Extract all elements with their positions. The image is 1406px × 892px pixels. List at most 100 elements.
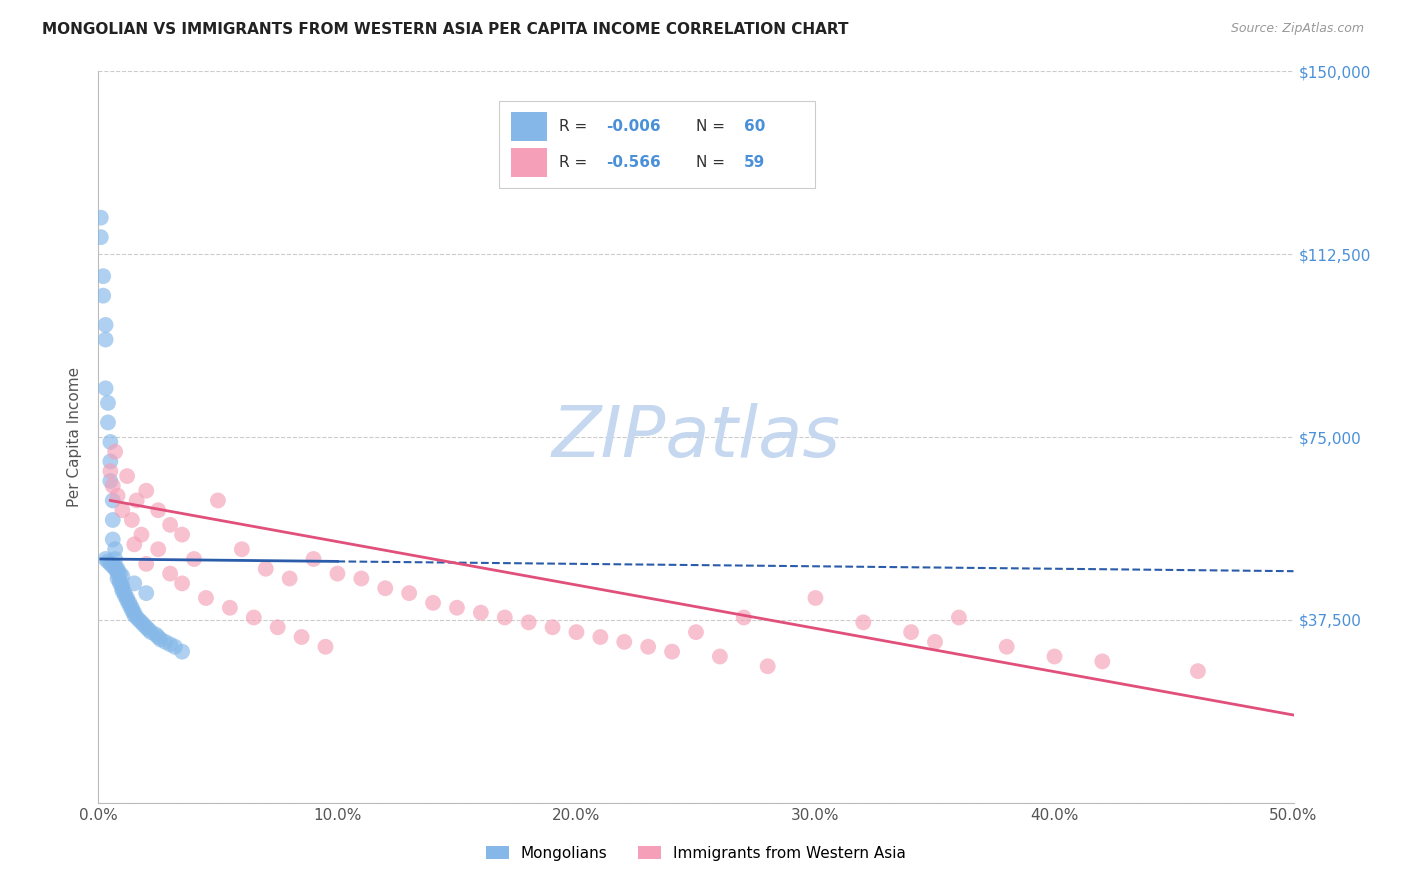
Point [589, 630, 612, 644]
Point [107, 572, 129, 586]
Text: R =: R = [558, 155, 592, 170]
Point [98, 557, 122, 571]
Point [104, 562, 127, 576]
Point [94, 318, 117, 332]
Point [148, 542, 170, 557]
FancyBboxPatch shape [499, 101, 815, 188]
Point [94, 381, 117, 395]
Point [756, 659, 779, 673]
Point [159, 566, 181, 581]
Point [98, 454, 122, 468]
Text: N =: N = [696, 155, 730, 170]
Point [104, 559, 127, 574]
Point [111, 503, 134, 517]
Point [494, 610, 516, 624]
Text: 59: 59 [744, 155, 765, 170]
Text: Source: ZipAtlas.com: Source: ZipAtlas.com [1230, 22, 1364, 36]
Text: R =: R = [558, 119, 592, 134]
Point [613, 635, 636, 649]
Point [900, 625, 922, 640]
Point [131, 615, 153, 630]
Point [685, 625, 707, 640]
Point [104, 444, 127, 458]
Text: ZIPatlas: ZIPatlas [551, 402, 841, 472]
Bar [510, 148, 547, 178]
Point [995, 640, 1018, 654]
Point [121, 603, 143, 617]
Point [101, 479, 124, 493]
Point [852, 615, 875, 630]
Point [1043, 649, 1066, 664]
Point [1091, 654, 1114, 668]
Point [139, 625, 162, 640]
Bar [510, 112, 547, 141]
Point [374, 581, 396, 595]
Point [101, 493, 124, 508]
Text: MONGOLIAN VS IMMIGRANTS FROM WESTERN ASIA PER CAPITA INCOME CORRELATION CHART: MONGOLIAN VS IMMIGRANTS FROM WESTERN ASI… [42, 22, 849, 37]
Point [398, 586, 420, 600]
Point [98, 434, 122, 449]
Point [135, 483, 157, 498]
Point [924, 635, 946, 649]
Point [111, 583, 134, 598]
Point [517, 615, 540, 630]
Point [446, 600, 468, 615]
Point [121, 600, 143, 615]
Text: -0.566: -0.566 [606, 155, 661, 170]
Point [422, 596, 444, 610]
Point [98, 464, 122, 478]
Point [125, 493, 148, 508]
Point [124, 608, 146, 623]
Point [709, 649, 731, 664]
Text: -0.006: -0.006 [606, 119, 661, 134]
Point [159, 637, 181, 651]
Point [326, 566, 349, 581]
Legend: Mongolians, Immigrants from Western Asia: Mongolians, Immigrants from Western Asia [478, 838, 914, 868]
Point [107, 564, 129, 578]
Point [948, 610, 970, 624]
Point [98, 474, 122, 488]
Point [125, 610, 148, 624]
Point [132, 617, 155, 632]
Point [115, 593, 138, 607]
Point [121, 513, 143, 527]
Point [350, 572, 373, 586]
Point [149, 632, 172, 647]
Point [138, 623, 160, 637]
Point [118, 596, 141, 610]
Point [254, 562, 277, 576]
Point [124, 576, 146, 591]
Text: 60: 60 [744, 119, 765, 134]
Point [267, 620, 290, 634]
Point [804, 591, 827, 605]
Point [315, 640, 337, 654]
Point [124, 537, 146, 551]
Point [111, 579, 134, 593]
Point [90, 230, 112, 244]
Point [124, 606, 146, 620]
Point [118, 599, 141, 613]
Point [145, 627, 167, 641]
Point [172, 576, 194, 591]
Point [101, 559, 124, 574]
Point [97, 396, 120, 410]
Point [108, 576, 131, 591]
Point [107, 489, 129, 503]
Point [135, 557, 157, 571]
Point [131, 527, 153, 541]
Point [135, 620, 157, 634]
Point [219, 600, 242, 615]
Point [94, 552, 117, 566]
Point [159, 517, 181, 532]
Point [104, 552, 127, 566]
Point [128, 613, 150, 627]
Point [108, 574, 131, 588]
Point [114, 589, 136, 603]
Point [135, 586, 157, 600]
Point [97, 554, 120, 568]
Text: N =: N = [696, 119, 730, 134]
Y-axis label: Per Capita Income: Per Capita Income [67, 367, 83, 508]
Point [90, 211, 112, 225]
Point [541, 620, 564, 634]
Point [101, 533, 124, 547]
